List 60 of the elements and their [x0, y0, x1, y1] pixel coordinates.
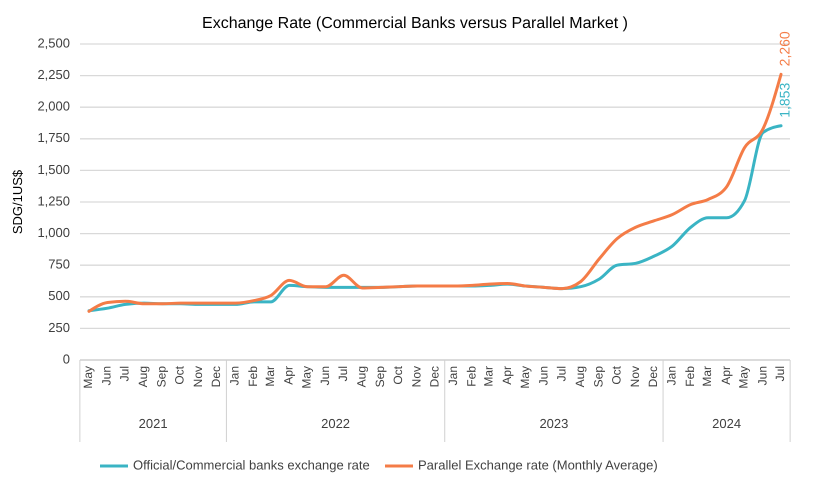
y-tick-label: 0	[62, 351, 70, 366]
x-tick-label: Nov	[628, 366, 642, 388]
x-tick-label: Mar	[262, 366, 277, 387]
x-tick-label: Feb	[246, 366, 260, 387]
x-tick-label: May	[299, 366, 314, 389]
x-tick-label: Feb	[464, 366, 479, 387]
x-tick-label: Sep	[373, 366, 388, 388]
x-tick-label: Feb	[682, 366, 697, 387]
x-tick-label: Jun	[100, 366, 114, 386]
x-tick-label: Aug	[136, 366, 150, 388]
y-tick-label: 1,500	[37, 162, 70, 177]
y-tick-label: 1,750	[37, 130, 70, 146]
x-tick-label: Mar	[700, 366, 714, 387]
x-tick-label: Jun	[536, 366, 550, 386]
x-tick-label: Mar	[481, 366, 496, 387]
x-tick-label: Dec	[209, 366, 224, 388]
x-tick-label: May	[81, 366, 96, 389]
x-tick-label: Apr	[500, 366, 514, 385]
x-tick-label: Nov	[191, 366, 206, 388]
x-tick-label: Jul	[773, 366, 788, 382]
x-tick-label: Sep	[154, 366, 169, 388]
y-tick-label: 500	[48, 288, 70, 304]
legend-label: Parallel Exchange rate (Monthly Average)	[418, 457, 658, 472]
x-tick-label: Jun	[755, 366, 770, 386]
legend-label: Official/Commercial banks exchange rate	[133, 457, 370, 472]
x-tick-label: Dec	[646, 366, 660, 388]
y-tick-label: 2,500	[37, 35, 70, 50]
y-tick-label: 2,000	[37, 98, 70, 114]
y-axis-title: SDG/1US$	[10, 169, 25, 234]
y-tick-label: 750	[48, 256, 70, 272]
x-tick-label: Jul	[554, 366, 568, 382]
x-tick-label: Jul	[118, 366, 132, 382]
x-tick-label: Jun	[318, 366, 332, 386]
x-tick-label: Jan	[446, 366, 460, 386]
chart-title: Exchange Rate (Commercial Banks versus Parallel Market )	[202, 15, 628, 32]
x-tick-label: Sep	[591, 366, 606, 388]
x-tick-label: Apr	[718, 366, 733, 385]
x-tick-label: Oct	[172, 365, 187, 385]
text: 2022	[321, 416, 350, 431]
x-tick-label: Apr	[282, 366, 296, 385]
x-tick-label: Oct	[609, 365, 624, 385]
text: 2021	[138, 416, 168, 431]
x-tick-label: Oct	[390, 365, 405, 385]
y-tick-label: 250	[48, 320, 70, 335]
x-tick-label: May	[518, 366, 532, 389]
x-tick-label: Aug	[572, 366, 587, 388]
data-label: 2,260	[776, 31, 793, 66]
text: 2023	[539, 416, 568, 431]
x-tick-label: Dec	[427, 366, 442, 388]
y-tick-label: 2,250	[37, 67, 70, 82]
text: 2024	[712, 416, 742, 431]
x-tick-label: May	[736, 366, 751, 389]
x-tick-label: Aug	[354, 366, 368, 388]
data-label: 1,853	[776, 82, 793, 118]
y-tick-label: 1,250	[37, 193, 70, 208]
x-tick-label: Jul	[336, 366, 350, 382]
x-tick-label: Nov	[410, 366, 424, 388]
x-tick-label: Jan	[664, 366, 678, 386]
x-tick-label: Jan	[228, 366, 242, 386]
y-tick-label: 1,000	[37, 225, 70, 240]
